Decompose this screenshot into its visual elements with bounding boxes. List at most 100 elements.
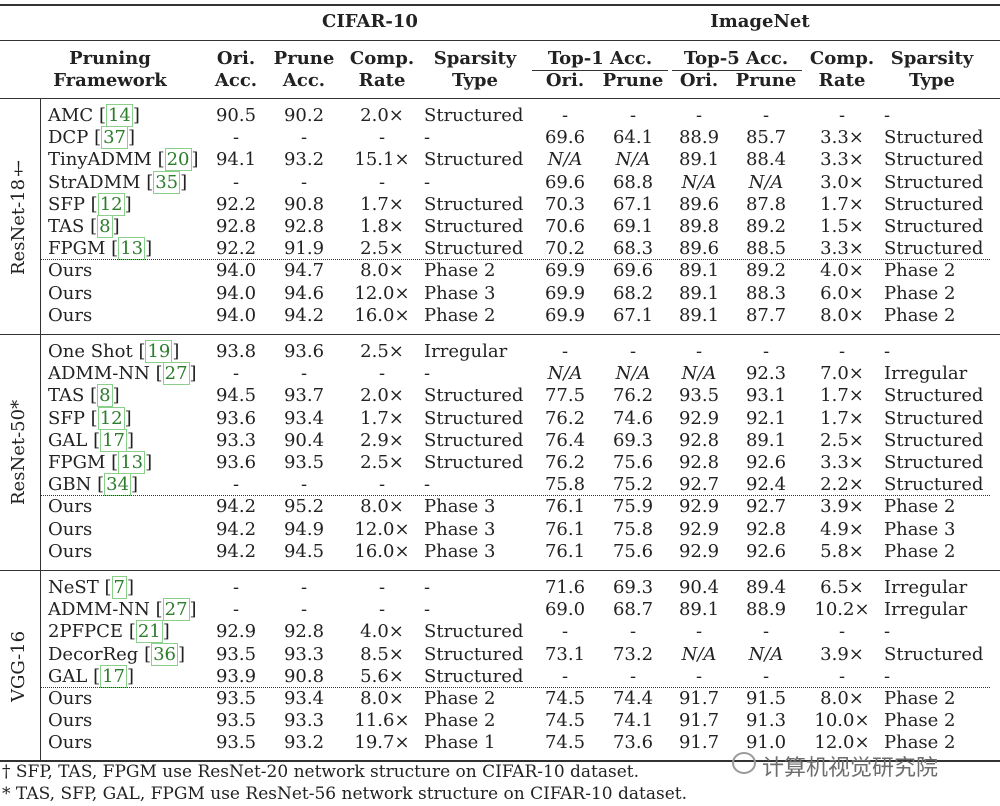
cell-t5-prune: 92.1 bbox=[745, 407, 787, 429]
cell-t1-ori: 76.1 bbox=[544, 540, 586, 562]
cell-i-rate: 1.7× bbox=[820, 407, 864, 429]
cell-t1-prune: 67.1 bbox=[612, 193, 654, 215]
header-top1: Top-1 Acc. bbox=[547, 48, 653, 69]
cell-t1-ori: 76.4 bbox=[544, 429, 586, 451]
cell-c-rate: 8.0× bbox=[360, 688, 404, 709]
top1-underline bbox=[532, 70, 668, 71]
framework-name: Ours bbox=[48, 260, 92, 282]
cell-t5-prune: 87.8 bbox=[745, 193, 787, 215]
citation-link[interactable]: 27 bbox=[162, 362, 190, 386]
citation-link[interactable]: 21 bbox=[135, 620, 163, 644]
cell-i-type: Irregular bbox=[884, 599, 968, 621]
framework-label: Ours bbox=[48, 710, 93, 732]
cell-i-type: Structured bbox=[884, 216, 984, 237]
cell-t5-ori: 93.5 bbox=[678, 385, 720, 407]
cell-c-ori: - bbox=[232, 474, 240, 496]
ours-dotted-rule bbox=[40, 687, 990, 688]
citation-link[interactable]: 17 bbox=[100, 428, 128, 452]
cell-t1-prune: 68.8 bbox=[612, 171, 654, 193]
cell-c-rate: 1.7× bbox=[360, 193, 404, 215]
cell-i-type: Irregular bbox=[884, 577, 968, 598]
cell-c-prune: 91.9 bbox=[283, 238, 325, 260]
citation-link[interactable]: 27 bbox=[162, 598, 190, 622]
cell-c-rate: 8.0× bbox=[360, 496, 404, 518]
citation-link[interactable]: 8 bbox=[97, 215, 113, 238]
cell-t1-prune: 74.1 bbox=[612, 710, 654, 732]
cell-c-type: Phase 1 bbox=[424, 732, 496, 754]
cell-t1-ori: - bbox=[561, 621, 569, 643]
citation-link[interactable]: 8 bbox=[97, 384, 113, 408]
citation-link[interactable]: 12 bbox=[97, 406, 125, 430]
cell-c-prune: 94.6 bbox=[283, 282, 325, 304]
ours-dotted-rule bbox=[40, 495, 990, 497]
framework-name: DecorReg [36] bbox=[48, 642, 186, 666]
cell-t5-ori: 91.7 bbox=[678, 688, 720, 709]
framework-label: Ours bbox=[48, 518, 93, 540]
cell-c-rate: 2.9× bbox=[360, 429, 404, 451]
cell-c-type: Phase 2 bbox=[424, 710, 496, 732]
header-imagenet-comp: Comp. bbox=[809, 48, 875, 69]
cell-c-type: - bbox=[424, 599, 431, 621]
cell-c-prune: 90.8 bbox=[283, 193, 325, 215]
cell-c-type: Structured bbox=[424, 105, 524, 126]
cell-c-type: Phase 2 bbox=[424, 304, 496, 326]
cell-c-prune: 93.3 bbox=[283, 643, 325, 665]
cell-c-ori: 94.2 bbox=[215, 518, 257, 540]
cell-t1-prune: 69.1 bbox=[612, 216, 654, 237]
cell-t1-ori: 69.9 bbox=[544, 304, 586, 326]
framework-label: GBN bbox=[48, 474, 92, 496]
cell-c-type: - bbox=[424, 127, 431, 149]
citation-link[interactable]: 37 bbox=[101, 126, 128, 150]
framework-label: ADMM-NN bbox=[48, 363, 150, 385]
cell-i-type: Irregular bbox=[884, 363, 968, 385]
cell-c-ori: 93.8 bbox=[215, 341, 257, 362]
cell-i-rate: 4.0× bbox=[820, 260, 864, 282]
citation-link[interactable]: 17 bbox=[100, 664, 128, 688]
cell-t1-prune: N/A bbox=[615, 149, 651, 171]
cell-c-prune: 94.7 bbox=[283, 260, 325, 282]
citation-link[interactable]: 35 bbox=[153, 170, 181, 194]
cell-c-prune: 94.9 bbox=[283, 518, 325, 540]
cell-i-rate: 5.8× bbox=[820, 540, 864, 562]
cell-i-type: Structured bbox=[884, 193, 984, 215]
cell-c-ori: 93.5 bbox=[215, 710, 257, 732]
cell-t5-ori: 92.9 bbox=[678, 518, 720, 540]
cell-t5-prune: 87.7 bbox=[745, 304, 787, 326]
cell-c-ori: 94.0 bbox=[215, 304, 257, 326]
citation-link[interactable]: 12 bbox=[97, 192, 125, 216]
cell-c-ori: 93.6 bbox=[215, 407, 257, 429]
cell-c-type: Structured bbox=[424, 452, 524, 473]
header-imagenet-rate: Rate bbox=[818, 70, 866, 91]
cell-c-type: Structured bbox=[424, 385, 524, 407]
cell-t5-ori: 92.7 bbox=[678, 474, 720, 496]
group-label: ResNet-50* bbox=[8, 399, 29, 506]
cell-t5-ori: 91.7 bbox=[678, 732, 720, 754]
cell-c-ori: 94.2 bbox=[215, 540, 257, 562]
cell-t1-ori: 76.1 bbox=[544, 518, 586, 540]
cell-c-rate: 1.8× bbox=[360, 216, 404, 237]
citation-link[interactable]: 34 bbox=[104, 473, 132, 497]
cell-c-rate: 16.0× bbox=[354, 540, 410, 562]
cell-t5-ori: 89.8 bbox=[678, 216, 720, 237]
cell-t1-prune: 67.1 bbox=[612, 304, 654, 326]
cell-c-ori: 93.3 bbox=[215, 429, 257, 451]
cell-i-type: Structured bbox=[884, 149, 984, 171]
cell-t5-ori: 89.1 bbox=[678, 599, 720, 621]
citation-link[interactable]: 13 bbox=[118, 451, 146, 474]
citation-link[interactable]: 14 bbox=[105, 104, 133, 127]
cell-t5-prune: 92.7 bbox=[745, 496, 787, 518]
cell-t1-prune: 69.3 bbox=[612, 429, 654, 451]
citation-link[interactable]: 13 bbox=[118, 237, 146, 261]
citation-link[interactable]: 36 bbox=[151, 642, 179, 666]
citation-link[interactable]: 7 bbox=[111, 576, 127, 599]
citation-link[interactable]: 20 bbox=[164, 148, 192, 172]
cell-c-prune: 92.8 bbox=[283, 621, 325, 643]
cell-t1-prune: 68.3 bbox=[612, 238, 654, 260]
framework-name: Ours bbox=[48, 732, 92, 754]
cell-t1-ori: - bbox=[561, 665, 569, 687]
cell-c-ori: 94.0 bbox=[215, 260, 257, 282]
cell-i-type: Structured bbox=[884, 429, 984, 451]
framework-name: FPGM [13] bbox=[48, 237, 153, 261]
cell-i-type: Phase 2 bbox=[884, 282, 956, 304]
citation-link[interactable]: 19 bbox=[145, 340, 173, 363]
